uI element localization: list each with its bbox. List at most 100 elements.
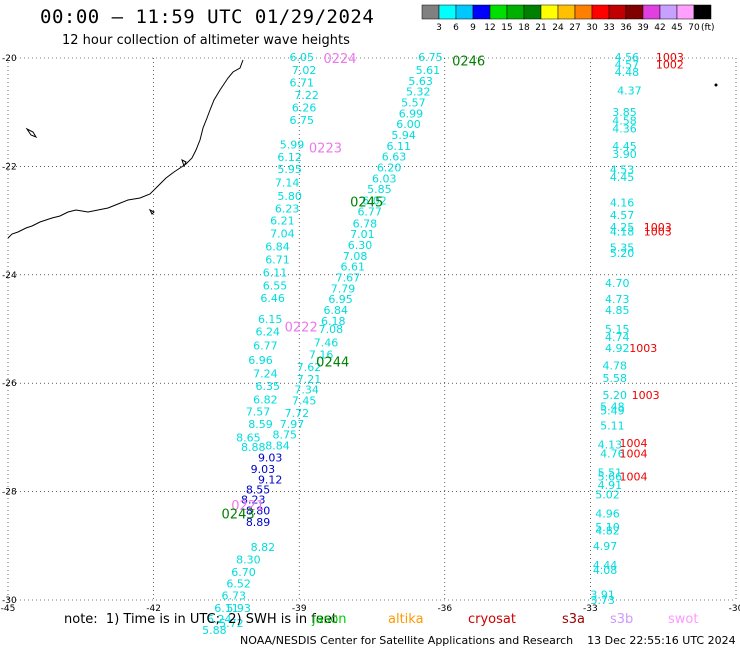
- wave-height-label: 4.70: [605, 277, 630, 290]
- wave-height-label: 7.08: [343, 250, 368, 263]
- wave-height-label: 7.72: [285, 407, 310, 420]
- wave-height-label: 5.57: [401, 96, 426, 109]
- wave-height-label: 4.45: [612, 140, 637, 153]
- wave-height-label: 7.24: [253, 367, 277, 380]
- colorbar-swatch: [693, 4, 712, 20]
- wave-height-label: 4.53: [610, 164, 635, 177]
- wave-height-label: 4.08: [593, 564, 618, 577]
- wave-height-label: 1004: [620, 470, 648, 483]
- legend-altika: altika: [388, 612, 424, 627]
- colorbar-tick-label: 9: [470, 23, 476, 33]
- wave-height-label: 6.75: [289, 114, 314, 127]
- wave-height-label: 6.63: [382, 151, 407, 164]
- wave-height-label: 7.08: [319, 323, 344, 336]
- wave-height-label: 6.24: [256, 326, 281, 339]
- lat-tick-label: -26: [2, 379, 17, 389]
- wave-height-label: 6.99: [399, 107, 424, 120]
- wave-height-label: 7.97: [280, 418, 305, 431]
- island-1: [25, 127, 38, 139]
- wave-height-label: 6.23: [275, 203, 300, 216]
- wave-height-label: 8.84: [265, 440, 290, 453]
- wave-height-label: 6.05: [289, 51, 314, 64]
- wave-height-label: 4.96: [595, 507, 620, 520]
- wave-height-label: 4.76: [600, 448, 625, 461]
- colorbar-tick-label: 15: [501, 23, 512, 33]
- wave-height-label: 5.15: [605, 323, 630, 336]
- wave-height-label: 5.20: [610, 247, 635, 260]
- wave-height-label: 6.12: [277, 151, 302, 164]
- wave-height-label: 4.92: [605, 342, 630, 355]
- wave-height-label: 7.21: [297, 373, 322, 386]
- wave-height-label: 5.48: [600, 401, 625, 414]
- track-time-tag: 0245: [350, 196, 383, 211]
- wave-height-label: 6.24: [207, 613, 232, 626]
- wave-height-label: 1002: [656, 59, 684, 72]
- colorbar-tick-label: 12: [484, 23, 495, 33]
- legend-s3a: s3a: [562, 612, 586, 627]
- wave-height-label: 8.30: [236, 553, 261, 566]
- lon-tick-label: -30: [729, 604, 740, 614]
- lon-tick-label: -33: [583, 604, 598, 614]
- page-subtitle: 12 hour collection of altimeter wave hei…: [62, 33, 350, 48]
- wave-height-label: 6.75: [418, 51, 443, 64]
- wave-height-label: 6.95: [328, 293, 353, 306]
- wave-height-label: 6.11: [263, 267, 288, 280]
- wave-height-label: 4.44: [593, 559, 618, 572]
- legend-jason: jason: [312, 612, 347, 627]
- lon-tick-label: -36: [437, 604, 452, 614]
- colorbar-tick-label: 45: [671, 23, 682, 33]
- wave-height-label: 6.02: [362, 195, 387, 208]
- wave-height-label: 6.35: [256, 380, 281, 393]
- colorbar-tick-label: 70: [688, 23, 700, 33]
- note-text: note: 1) Time is in UTC; 2) SWH is in fe…: [64, 612, 337, 627]
- wave-height-label: 4.36: [612, 122, 637, 135]
- wave-height-label: 4.45: [610, 171, 635, 184]
- wave-height-label: 4.91: [598, 479, 623, 492]
- wave-height-label: 1003: [656, 51, 684, 64]
- wave-height-label: 6.55: [263, 280, 288, 293]
- wave-height-label: 5.80: [277, 190, 302, 203]
- wave-height-label: 4.57: [615, 59, 640, 72]
- wave-height-label: 4.18: [610, 225, 635, 238]
- footer-credit: NOAA/NESDIS Center for Satellite Applica…: [240, 634, 736, 647]
- wave-height-label: 4.25: [610, 221, 635, 234]
- wave-height-label: 6.03: [372, 172, 397, 185]
- colorbar-tick-label: 33: [603, 23, 614, 33]
- island-dot: [714, 83, 718, 87]
- wave-height-label: 6.77: [253, 339, 277, 352]
- wave-height-label: 8.59: [248, 418, 272, 431]
- wave-height-label: 4.37: [617, 85, 642, 98]
- wave-height-label: 6.82: [253, 393, 277, 406]
- wave-height-label: 1003: [644, 221, 672, 234]
- colorbar-tick-label: 36: [620, 23, 632, 33]
- wave-height-label: 7.34: [294, 384, 319, 397]
- wave-height-label: 6.11: [387, 140, 412, 153]
- wave-height-label: 6.96: [248, 354, 272, 367]
- page-title: 00:00 – 11:59 UTC 01/29/2024: [40, 6, 375, 28]
- wave-height-label: 7.16: [309, 348, 334, 361]
- wave-height-label: 5.49: [600, 404, 625, 417]
- colorbar-tick-label: 6: [453, 23, 459, 33]
- wave-height-label: 8.80: [246, 505, 271, 518]
- wave-height-label: 8.23: [241, 494, 266, 507]
- coastline: [7, 59, 718, 239]
- colorbar: 3 6 9 12 15 18 21 24 27 30 33 36 39 42 45 70 (ft): [421, 4, 715, 33]
- wave-height-label: 5.35: [610, 242, 635, 255]
- wave-height-label: 5.32: [406, 86, 431, 99]
- wave-height-label: 7.14: [275, 177, 300, 190]
- wave-height-label: 7.79: [331, 282, 356, 295]
- wave-height-label: 7.67: [336, 272, 361, 285]
- track-time-tag: 0221: [231, 499, 264, 514]
- lat-tick-label: -24: [2, 271, 17, 281]
- wave-height-label: 5.95: [277, 163, 302, 176]
- wave-height-label: 6.77: [357, 205, 382, 218]
- wave-height-label: 6.52: [226, 578, 251, 591]
- wave-height-label: 5.10: [595, 521, 620, 534]
- wave-height-label: 4.73: [605, 293, 630, 306]
- wave-height-label: 8.88: [241, 441, 266, 454]
- wave-height-label: 4.74: [605, 331, 630, 344]
- lat-tick-label: -28: [2, 488, 17, 498]
- wave-height-label: 4.13: [598, 438, 623, 451]
- wave-height-label: 3.90: [612, 148, 637, 161]
